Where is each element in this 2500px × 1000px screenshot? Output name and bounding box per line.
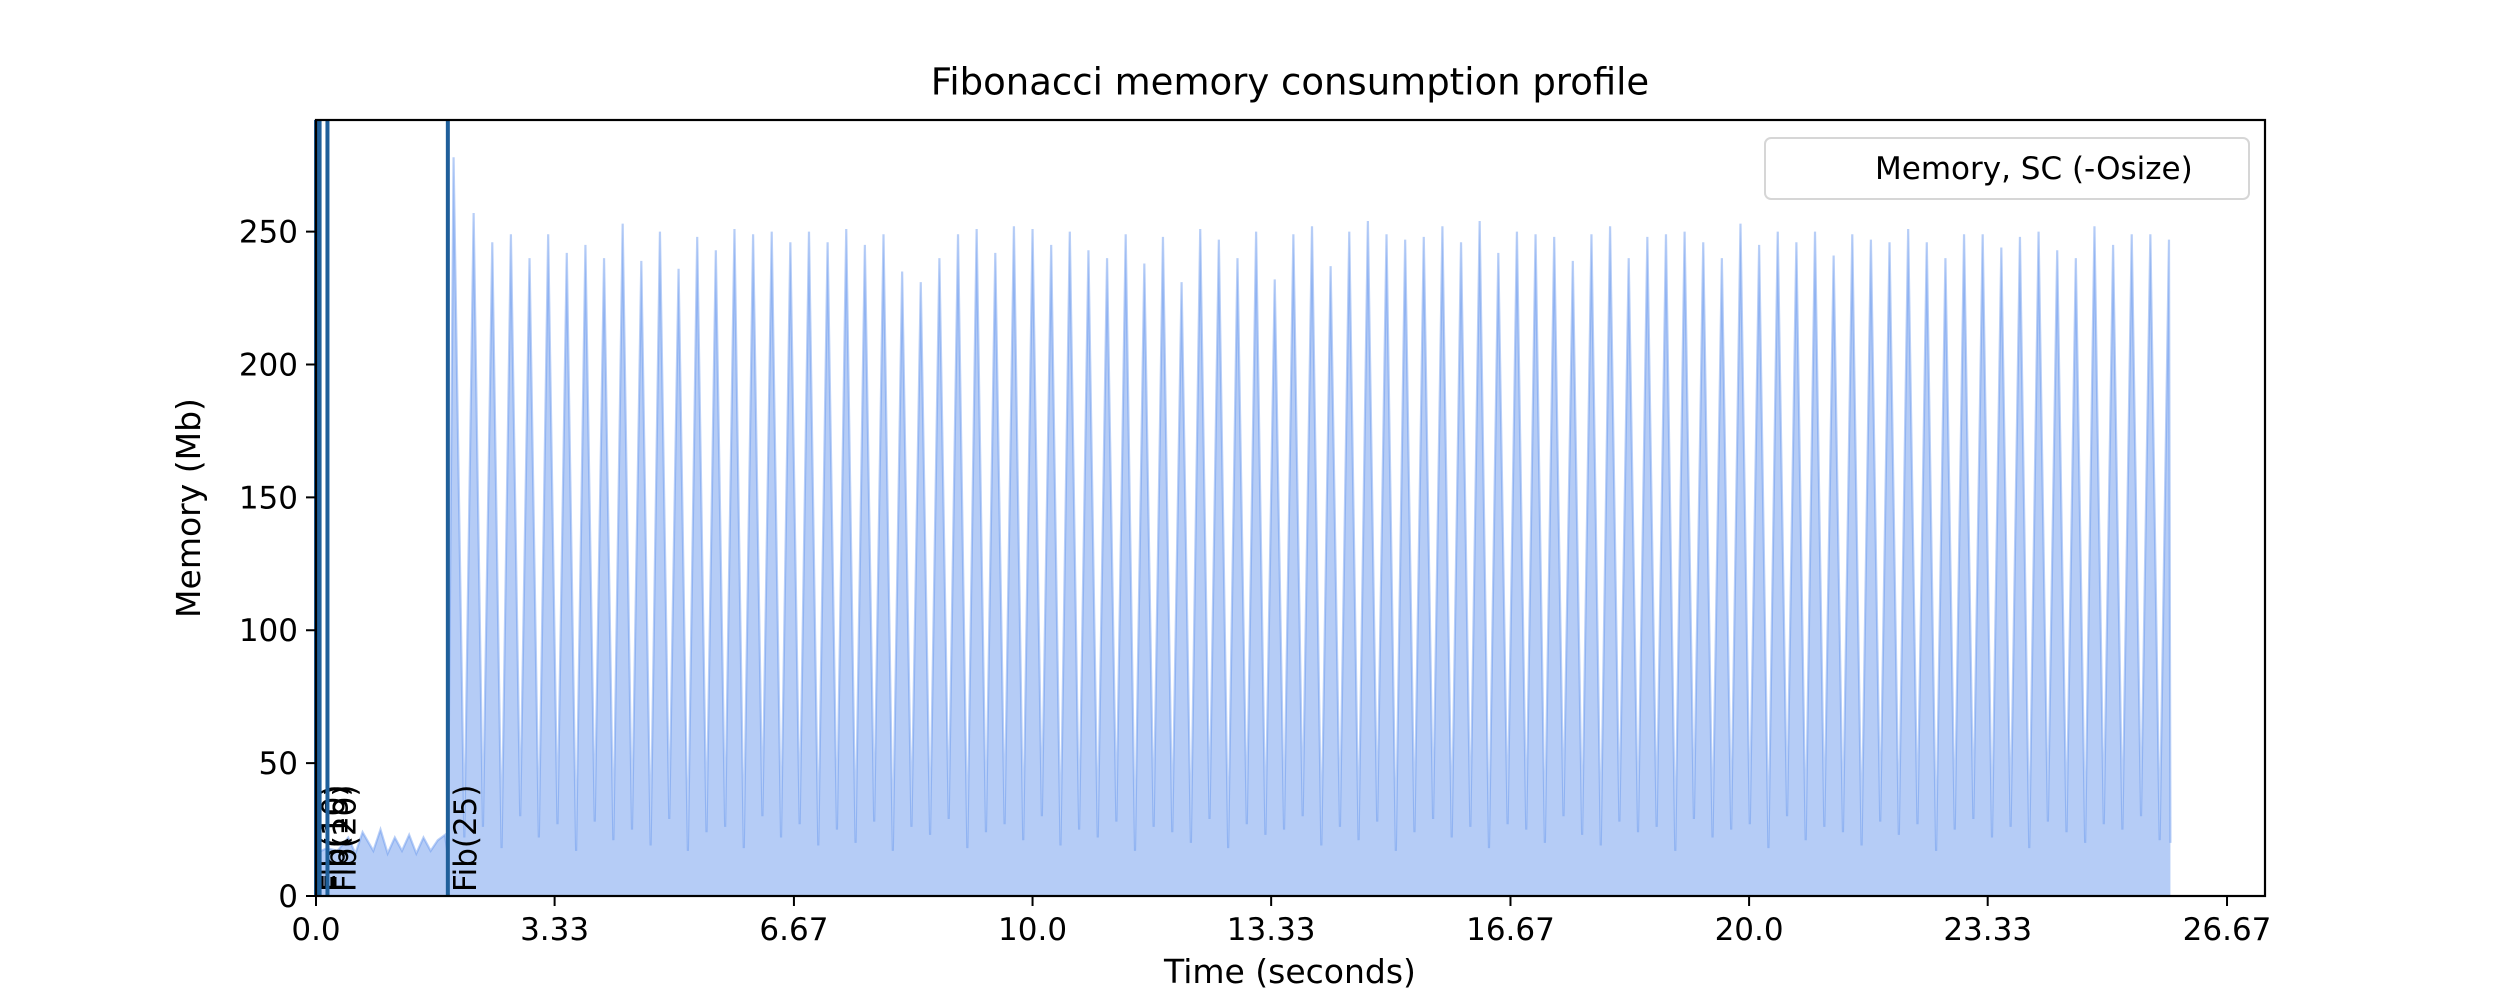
x-tick-label: 23.33 xyxy=(1943,912,2032,948)
x-tick-label: 10.0 xyxy=(998,912,1067,948)
y-tick-label: 100 xyxy=(239,613,298,649)
marker-label: Fib(10) xyxy=(316,784,352,892)
y-tick-label: 200 xyxy=(239,347,298,383)
x-tick-label: 3.33 xyxy=(520,912,589,948)
x-tick-label: 16.67 xyxy=(1466,912,1555,948)
y-tick-label: 0 xyxy=(278,879,298,915)
y-tick-label: 250 xyxy=(239,215,298,251)
x-axis-label: Time (seconds) xyxy=(1163,952,1416,991)
area xyxy=(316,157,2171,897)
plot-frame xyxy=(314,118,2267,898)
legend-label: Memory, SC (-Osize) xyxy=(1875,151,2193,187)
chart-title: Fibonacci memory consumption profile xyxy=(931,61,1649,104)
legend-box xyxy=(1764,137,2250,200)
x-tick-label: 26.67 xyxy=(2183,912,2272,948)
y-tick-label: 150 xyxy=(239,480,298,516)
x-tick-label: 6.67 xyxy=(759,912,828,948)
x-tick-label: 0.0 xyxy=(291,912,340,948)
marker-label: Fib(25) xyxy=(448,784,484,892)
x-tick-label: 13.33 xyxy=(1227,912,1316,948)
y-tick-label: 50 xyxy=(259,746,298,782)
legend-swatch xyxy=(1781,154,1845,182)
area-line xyxy=(315,157,2172,857)
x-tick-label: 20.0 xyxy=(1715,912,1784,948)
y-axis-label: Memory (Mb) xyxy=(169,398,208,618)
marker-label: Fib(20) xyxy=(327,784,363,892)
